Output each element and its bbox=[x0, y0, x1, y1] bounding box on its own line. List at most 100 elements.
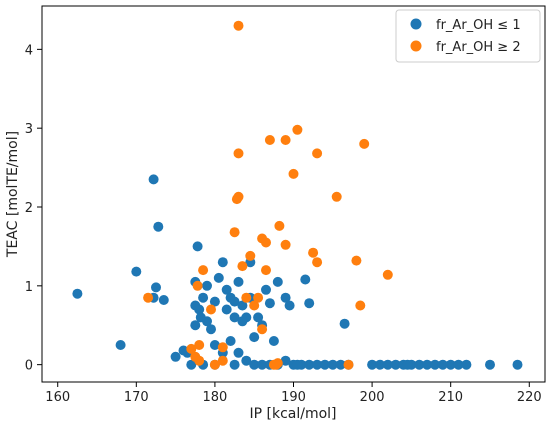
data-point-series-2 bbox=[192, 280, 203, 291]
data-point-series-1 bbox=[461, 359, 472, 370]
data-point-series-2 bbox=[292, 124, 303, 135]
data-point-series-2 bbox=[351, 255, 362, 266]
data-point-series-1 bbox=[241, 312, 252, 323]
data-point-series-2 bbox=[237, 261, 248, 272]
legend-box bbox=[395, 9, 541, 63]
data-point-series-1 bbox=[198, 292, 209, 303]
data-point-series-1 bbox=[229, 296, 240, 307]
data-point-series-1 bbox=[390, 359, 401, 370]
data-point-series-1 bbox=[72, 288, 83, 299]
data-point-series-2 bbox=[194, 355, 205, 366]
data-point-series-2 bbox=[194, 340, 205, 350]
data-point-series-1 bbox=[206, 324, 216, 335]
data-point-series-2 bbox=[233, 191, 244, 202]
data-point-series-1 bbox=[280, 292, 291, 303]
points-layer bbox=[72, 20, 523, 370]
data-point-series-1 bbox=[213, 272, 224, 283]
y-axis-label: TEAC [molTE/mol] bbox=[5, 131, 21, 258]
data-point-series-2 bbox=[308, 247, 319, 258]
data-point-series-1 bbox=[194, 304, 205, 315]
legend: fr_Ar_OH ≤ 1 fr_Ar_OH ≥ 2 bbox=[395, 9, 541, 63]
data-point-series-1 bbox=[209, 296, 220, 307]
data-point-series-1 bbox=[430, 359, 440, 370]
data-point-series-1 bbox=[151, 282, 161, 293]
data-point-series-1 bbox=[402, 359, 413, 370]
data-point-series-2 bbox=[249, 300, 260, 311]
data-point-series-1 bbox=[312, 359, 323, 370]
data-point-series-1 bbox=[512, 359, 523, 370]
x-tick-label: 170 bbox=[124, 390, 149, 405]
data-point-series-1 bbox=[192, 241, 203, 252]
y-tick-label: 4 bbox=[25, 43, 33, 58]
data-point-series-2 bbox=[280, 239, 291, 250]
y-tick-label: 1 bbox=[25, 280, 33, 295]
data-point-series-2 bbox=[261, 237, 271, 248]
data-point-series-1 bbox=[485, 359, 495, 370]
data-point-series-2 bbox=[229, 227, 240, 238]
data-point-series-2 bbox=[198, 265, 209, 276]
data-point-series-1 bbox=[190, 320, 201, 331]
data-point-series-2 bbox=[217, 342, 228, 353]
data-point-series-1 bbox=[375, 359, 385, 370]
data-point-series-2 bbox=[206, 304, 216, 315]
data-point-series-1 bbox=[217, 257, 228, 268]
data-point-series-1 bbox=[261, 284, 271, 295]
data-point-series-2 bbox=[274, 220, 285, 231]
data-point-series-1 bbox=[264, 298, 275, 309]
data-point-series-1 bbox=[445, 359, 456, 370]
data-point-series-1 bbox=[229, 312, 240, 323]
data-point-series-1 bbox=[268, 336, 279, 346]
data-point-series-2 bbox=[312, 257, 323, 268]
data-point-series-2 bbox=[261, 265, 271, 276]
data-point-series-1 bbox=[414, 359, 425, 370]
data-point-series-2 bbox=[209, 359, 220, 370]
data-point-series-2 bbox=[233, 148, 244, 159]
data-point-series-1 bbox=[437, 359, 448, 370]
data-point-series-1 bbox=[253, 312, 264, 323]
legend-marker-series-2 bbox=[410, 40, 422, 52]
data-point-series-2 bbox=[186, 343, 197, 354]
data-point-series-2 bbox=[245, 250, 256, 261]
data-point-series-2 bbox=[217, 355, 228, 366]
data-point-series-2 bbox=[241, 292, 252, 303]
data-point-series-2 bbox=[343, 359, 354, 370]
data-point-series-2 bbox=[331, 191, 342, 202]
data-point-series-1 bbox=[221, 284, 232, 295]
data-point-series-1 bbox=[300, 274, 311, 285]
x-tick-label: 210 bbox=[438, 390, 463, 405]
data-point-series-1 bbox=[304, 298, 315, 309]
data-point-series-1 bbox=[280, 355, 291, 366]
x-tick-label: 190 bbox=[281, 390, 306, 405]
legend-label-series-1: fr_Ar_OH ≤ 1 bbox=[436, 18, 521, 33]
data-point-series-1 bbox=[221, 304, 232, 315]
data-point-series-1 bbox=[229, 359, 240, 370]
data-point-series-1 bbox=[170, 351, 181, 362]
data-point-series-1 bbox=[335, 359, 346, 370]
data-point-series-1 bbox=[272, 276, 283, 287]
data-point-series-1 bbox=[233, 347, 244, 358]
y-axis: 0 1 2 3 4 bbox=[25, 43, 42, 374]
data-point-series-2 bbox=[355, 300, 366, 311]
data-point-series-1 bbox=[339, 318, 350, 329]
data-point-series-1 bbox=[422, 359, 433, 370]
x-tick-label: 160 bbox=[45, 390, 70, 405]
data-point-series-1 bbox=[453, 359, 464, 370]
x-tick-label: 200 bbox=[360, 390, 385, 405]
data-point-series-2 bbox=[288, 168, 299, 179]
data-point-series-2 bbox=[382, 269, 393, 280]
data-point-series-1 bbox=[367, 359, 378, 370]
y-tick-label: 0 bbox=[25, 359, 33, 374]
data-point-series-2 bbox=[257, 324, 268, 335]
data-point-series-1 bbox=[241, 355, 252, 366]
data-point-series-1 bbox=[202, 280, 212, 291]
data-point-series-1 bbox=[115, 340, 126, 350]
data-point-series-1 bbox=[257, 359, 268, 370]
data-point-series-2 bbox=[312, 148, 323, 159]
x-tick-label: 180 bbox=[202, 390, 227, 405]
data-point-series-1 bbox=[186, 359, 197, 370]
data-point-series-1 bbox=[209, 340, 220, 350]
data-point-series-1 bbox=[292, 359, 303, 370]
data-point-series-1 bbox=[304, 359, 315, 370]
y-tick-label: 3 bbox=[25, 122, 33, 137]
